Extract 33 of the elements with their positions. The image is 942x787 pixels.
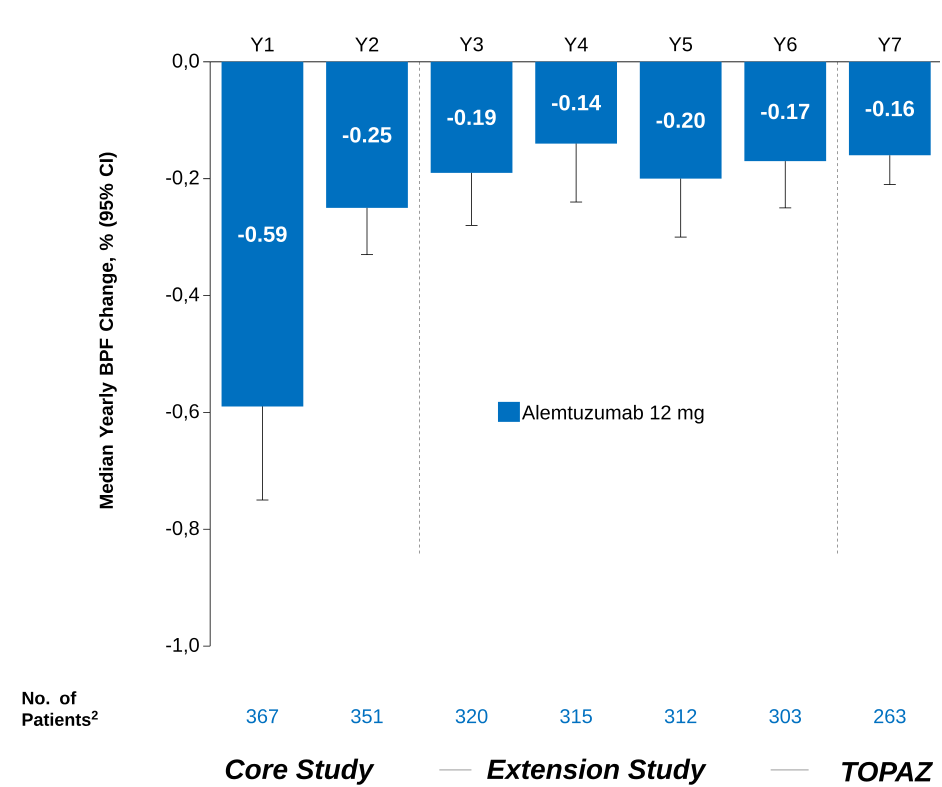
text: 320 <box>456 709 488 724</box>
text: 312 <box>664 709 696 724</box>
text: TOPAZ <box>842 762 934 782</box>
y-tick-label: 0,0 <box>172 54 199 70</box>
data-label: -0.25 <box>342 127 392 143</box>
text: Extension Study <box>487 758 707 785</box>
x-tick-label: Y3 <box>460 37 483 52</box>
x-tick-label: Y2 <box>355 38 378 52</box>
text: 303 <box>769 709 802 724</box>
legend-label: Alemtuzumab 12 mg <box>522 405 704 424</box>
y-tick-label: -0,2 <box>166 170 199 188</box>
y-tick-label: -0,4 <box>166 287 200 304</box>
text: 315 <box>560 709 592 724</box>
x-tick-label: Y4 <box>564 38 588 52</box>
y-tick-label: -0,8 <box>166 521 199 538</box>
y-axis-title: Median Yearly BPF Change, % (95% CI) <box>99 152 117 508</box>
text: 263 <box>874 709 906 724</box>
x-tick-label: Y6 <box>773 37 797 52</box>
data-label: -0.14 <box>552 95 602 111</box>
text: 367 <box>246 709 278 724</box>
data-label: -0.17 <box>761 104 810 120</box>
y-tick-label: -0,6 <box>166 404 199 421</box>
data-label: -0.20 <box>656 112 705 128</box>
y-tick-label: -1,0 <box>166 638 199 654</box>
text: 351 <box>351 709 383 724</box>
text: No. of Patients$^{2}$ <box>22 691 98 726</box>
data-label: -0.59 <box>238 226 287 242</box>
text: Core Study <box>226 758 374 785</box>
data-label: -0.19 <box>447 110 496 126</box>
x-tick-label: Y1 <box>250 38 274 52</box>
x-tick-label: Y7 <box>878 38 902 52</box>
x-tick-label: Y5 <box>668 38 692 52</box>
data-label: -0.16 <box>866 100 914 116</box>
